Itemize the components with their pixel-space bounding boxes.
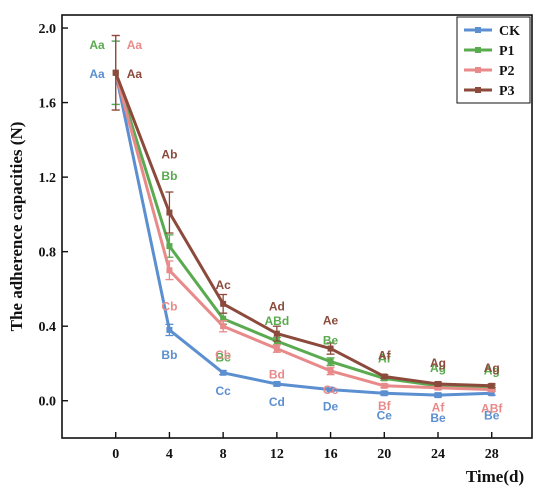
data-point [273, 380, 280, 387]
data-point [381, 373, 388, 380]
x-tick-label: 24 [431, 447, 445, 462]
significance-label: Bd [269, 368, 285, 382]
y-tick-label: 0.0 [39, 395, 57, 410]
data-point [327, 345, 334, 352]
data-point [166, 326, 173, 333]
significance-label: Aa [127, 67, 143, 81]
legend-marker [475, 47, 481, 53]
series-ck [111, 40, 496, 399]
x-tick-label: 16 [324, 447, 338, 462]
significance-label: Cc [215, 384, 231, 398]
legend-label: P1 [499, 44, 515, 59]
significance-label: Ae [323, 314, 339, 328]
data-point [488, 382, 495, 389]
y-axis-title: The adherence capacities (N) [7, 122, 26, 332]
data-point [220, 323, 227, 330]
significance-label: Af [378, 351, 392, 365]
significance-label: Ag [430, 361, 446, 375]
data-point [435, 380, 441, 387]
plot-frame [61, 14, 533, 439]
y-tick-label: 0.8 [39, 246, 57, 261]
significance-label: Ab [161, 148, 177, 162]
significance-label: Aa [127, 38, 143, 52]
significance-label: Ag [484, 364, 500, 378]
x-tick-label: 4 [166, 447, 173, 462]
significance-label: Cb [215, 348, 231, 362]
x-tick-label: 20 [377, 447, 391, 462]
significance-label: De [323, 400, 339, 414]
data-point [273, 345, 280, 352]
series-line-p1 [114, 72, 492, 390]
data-point [327, 367, 334, 374]
data-point [112, 69, 119, 76]
legend-label: CK [499, 24, 520, 39]
significance-label: Bb [161, 348, 177, 362]
data-point [220, 300, 227, 307]
significance-label: Af [378, 349, 392, 363]
series-lines [111, 34, 496, 399]
data-point [327, 386, 334, 393]
data-point [220, 315, 227, 322]
data-point [488, 390, 495, 397]
significance-label: Ag [430, 356, 446, 370]
legend-marker [475, 67, 481, 73]
data-point [327, 358, 334, 365]
significance-label: Bb [161, 169, 177, 183]
data-point [166, 267, 173, 274]
axes: 0 4 8 12 16 20 24 28 0.0 0.4 0.8 1.2 1.6 2.0 Time(d) Th… [7, 14, 533, 486]
legend-item-p1: P1 [464, 44, 515, 59]
significance-label: Aa [89, 67, 105, 81]
y-tick-label: 1.6 [39, 97, 57, 112]
significance-label: Bf [378, 399, 392, 413]
x-axis-title: Time(d) [466, 467, 524, 486]
significance-label: Aa [89, 38, 105, 52]
series-line-p2 [114, 72, 492, 392]
significance-label: Cb [161, 299, 177, 313]
significance-label: ABd [265, 314, 290, 328]
significance-label: Cc [323, 383, 339, 397]
significance-label: Ad [269, 300, 285, 314]
x-tick-label: 8 [220, 447, 227, 462]
significance-label: Ac [215, 278, 231, 292]
legend-marker [475, 27, 481, 33]
legend-label: P2 [499, 64, 515, 79]
legend: CK P1 P2 P3 [456, 16, 531, 104]
data-point [435, 384, 441, 391]
data-point [381, 382, 388, 389]
significance-label: Be [484, 408, 500, 422]
significance-label: ABf [481, 402, 503, 416]
legend-item-p3: P3 [464, 84, 515, 99]
data-point [220, 369, 227, 376]
series-line-ck [114, 72, 492, 397]
significance-label: Cd [269, 395, 285, 409]
x-tick-label: 28 [485, 447, 499, 462]
significance-label: Bc [215, 351, 231, 365]
significance-label: Be [323, 334, 339, 348]
significance-label: Ag [484, 361, 500, 375]
y-tick-label: 1.2 [39, 171, 57, 186]
x-tick-label: 0 [112, 447, 119, 462]
legend-marker [475, 87, 481, 93]
y-tick-label: 2.0 [39, 22, 57, 37]
significance-label: Be [430, 411, 446, 425]
y-tick-label: 0.4 [39, 320, 57, 335]
data-point [381, 390, 388, 397]
series-p3 [111, 34, 496, 389]
data-point [435, 392, 441, 399]
legend-item-p2: P2 [464, 64, 515, 79]
legend-item-ck: CK [464, 24, 520, 39]
legend-label: P3 [499, 84, 515, 99]
data-point [166, 209, 173, 216]
series-line-p3 [114, 72, 492, 388]
significance-label: Ce [377, 408, 393, 422]
data-point [488, 386, 495, 393]
data-point [166, 243, 173, 250]
significance-label: Af [432, 401, 446, 415]
data-point [273, 330, 280, 337]
x-tick-label: 12 [270, 447, 284, 462]
